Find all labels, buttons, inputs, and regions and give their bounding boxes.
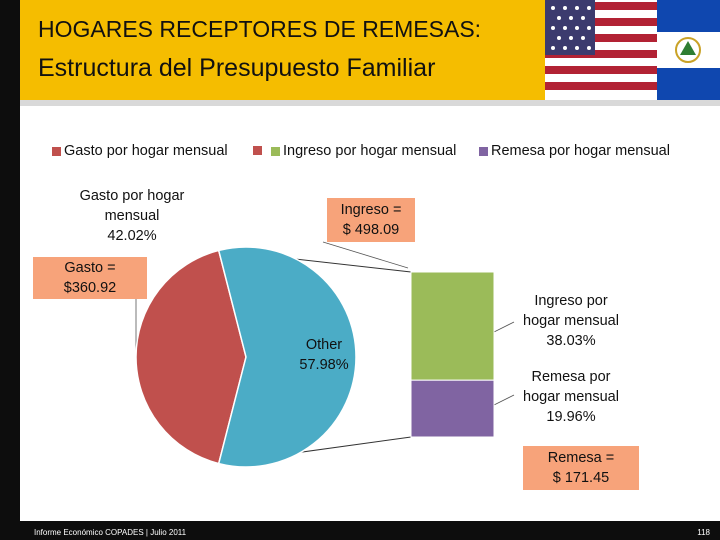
callout-ingreso: Ingreso = $ 498.09	[327, 198, 415, 242]
page-number: 118	[697, 528, 710, 537]
data-label-gasto-line1: Gasto por hogar	[79, 188, 185, 204]
data-label-other-value: 57.98%	[299, 357, 349, 373]
data-label-gasto-value: 42.02%	[107, 228, 157, 244]
bar-segment-ingreso	[410, 271, 495, 381]
bar-stack	[410, 271, 495, 438]
data-label-remesa-line1: Remesa por	[531, 369, 611, 385]
data-label-ingreso-line2: hogar mensual	[523, 313, 619, 329]
data-label-gasto: Gasto por hogar mensual 42.02%	[52, 186, 212, 246]
pie	[135, 246, 357, 468]
bar-segment-remesa	[410, 379, 495, 438]
footer-text: Informe Económico COPADES | Julio 2011	[34, 528, 187, 537]
callout-ingreso-value: $ 498.09	[342, 222, 400, 238]
flags-image	[545, 0, 720, 100]
callout-remesa-value: $ 171.45	[552, 470, 610, 486]
slide-title: HOGARES RECEPTORES DE REMESAS:	[38, 16, 482, 42]
callout-remesa: Remesa = $ 171.45	[523, 446, 639, 490]
callout-gasto-line1: Gasto =	[64, 260, 116, 276]
callout-ingreso-line1: Ingreso =	[340, 202, 402, 218]
legend-label-remesa: Remesa por hogar mensual	[491, 143, 670, 159]
data-label-ingreso: Ingreso por hogar mensual 38.03%	[506, 291, 636, 351]
slide-subtitle: Estructura del Presupuesto Familiar	[38, 54, 436, 82]
pie-slice-other	[217, 246, 357, 468]
legend-swatch-ingreso	[271, 146, 280, 156]
legend-swatch-remesa	[479, 146, 488, 156]
pie-slice-gasto	[135, 249, 247, 465]
data-label-ingreso-value: 38.03%	[546, 333, 596, 349]
data-label-remesa-value: 19.96%	[546, 409, 596, 425]
leader-line-ingreso	[493, 321, 515, 333]
us-flag-icon	[545, 0, 660, 90]
legend-swatch-extra	[253, 146, 262, 155]
data-label-gasto-line2: mensual	[104, 208, 160, 224]
legend-label-ingreso: Ingreso por hogar mensual	[283, 143, 457, 159]
callout-gasto: Gasto = $360.92	[33, 257, 147, 299]
data-label-ingreso-line1: Ingreso por	[534, 293, 608, 309]
callout-remesa-line1: Remesa =	[547, 450, 615, 466]
footer-bar	[0, 521, 720, 540]
data-label-other-line1: Other	[305, 337, 343, 353]
data-label-remesa: Remesa por hogar mensual 19.96%	[506, 367, 636, 427]
legend-swatch-gasto	[52, 146, 61, 156]
callout-gasto-value: $360.92	[63, 280, 117, 296]
left-dark-bar	[0, 0, 20, 540]
header-divider	[20, 100, 720, 106]
data-label-remesa-line2: hogar mensual	[523, 389, 619, 405]
title-band	[20, 0, 545, 100]
legend-item-ingreso: Ingreso por hogar mensual	[271, 143, 456, 163]
leader-line-remesa	[493, 394, 515, 406]
data-label-other: Other 57.98%	[284, 335, 364, 375]
legend-item-gasto: Gasto por hogar mensual	[52, 143, 228, 163]
el-salvador-flag-icon	[657, 0, 720, 100]
flags-graphic	[545, 0, 720, 100]
leader-line-ingreso-box	[322, 241, 409, 269]
legend-item-remesa: Remesa por hogar mensual	[479, 143, 670, 163]
legend-label-gasto: Gasto por hogar mensual	[64, 143, 228, 159]
